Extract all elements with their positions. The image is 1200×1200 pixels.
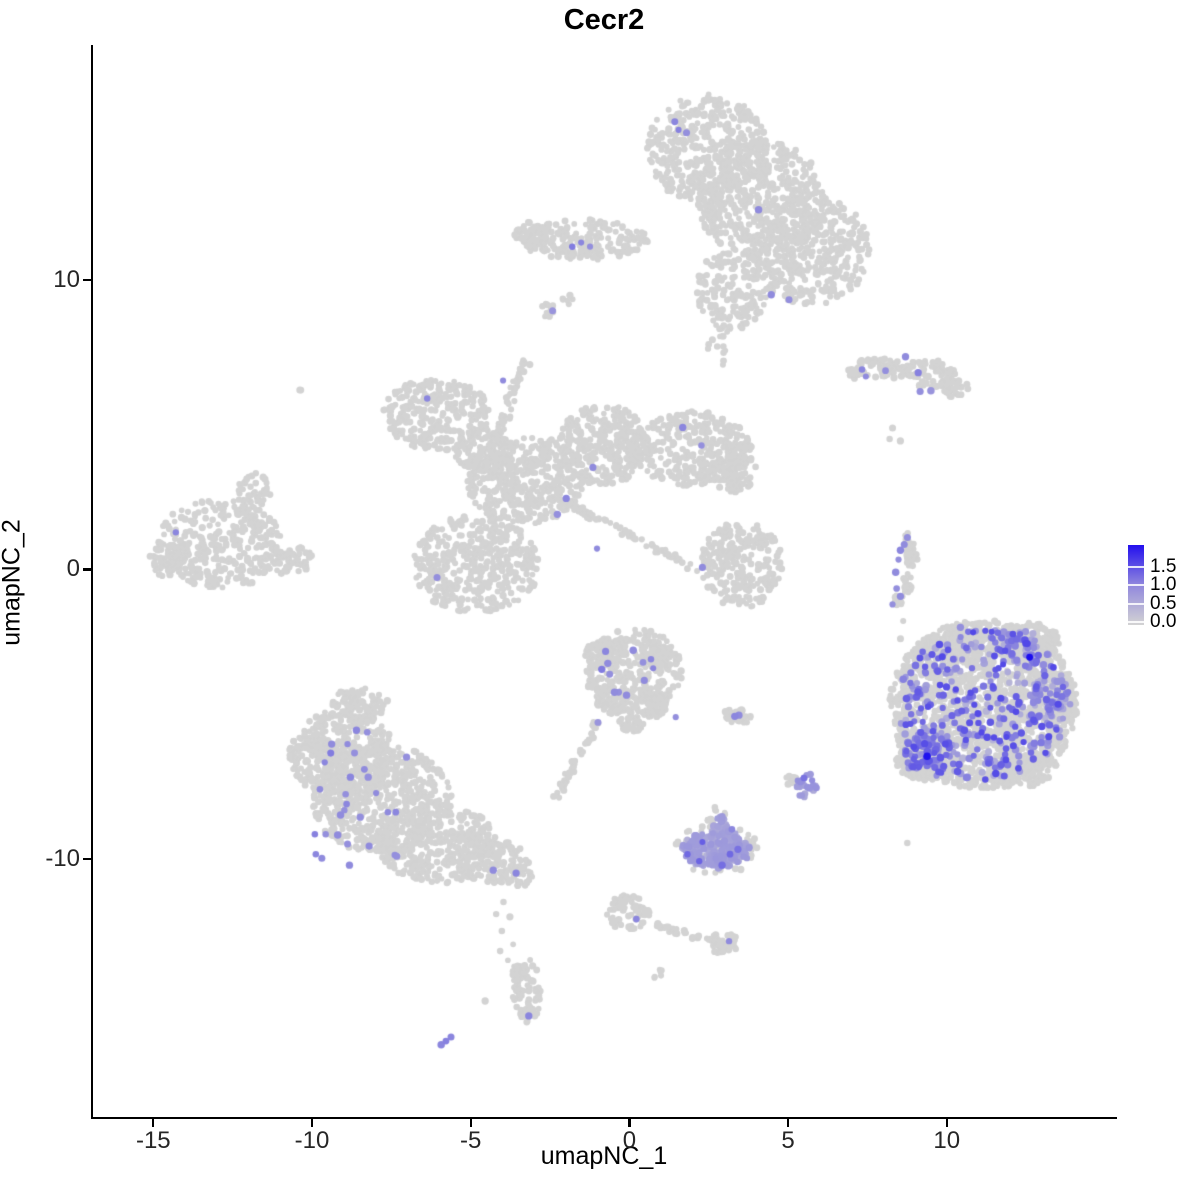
- x-tick-mark: [469, 1119, 472, 1127]
- colorbar-tick: [1128, 565, 1144, 568]
- expression-colorbar-legend: 1.5 1.0 0.5 0.0: [1128, 545, 1200, 635]
- y-tick-mark: [83, 858, 91, 861]
- colorbar-label: 1.0: [1150, 574, 1177, 596]
- y-tick-mark: [83, 278, 91, 281]
- x-tick-mark: [311, 1119, 314, 1127]
- x-axis-line: [91, 1117, 1117, 1120]
- colorbar-label: 0.5: [1150, 592, 1177, 614]
- x-tick-mark: [628, 1119, 631, 1127]
- colorbar-gradient: [1128, 545, 1144, 625]
- y-tick-label: -10: [45, 845, 80, 873]
- y-tick-label: 0: [66, 555, 80, 583]
- plot-title: Cecr2: [563, 4, 645, 36]
- x-tick-label: 0: [622, 1127, 637, 1154]
- x-tick-mark: [787, 1119, 790, 1127]
- y-tick-label: 10: [53, 265, 80, 293]
- x-tick-label: -15: [135, 1127, 171, 1154]
- x-tick-label: -5: [460, 1127, 482, 1154]
- colorbar-label: 0.0: [1150, 611, 1177, 632]
- colorbar-label: 1.5: [1150, 555, 1177, 577]
- x-axis-label: umapNC_1: [540, 1142, 668, 1170]
- colorbar-tick: [1128, 621, 1144, 623]
- x-tick-label: -10: [294, 1127, 330, 1154]
- x-tick-label: 5: [781, 1127, 795, 1154]
- colorbar-tick: [1128, 602, 1144, 605]
- x-tick-label: 10: [933, 1127, 961, 1154]
- y-tick-mark: [83, 568, 91, 571]
- x-tick-mark: [945, 1119, 948, 1127]
- y-axis-line: [91, 45, 94, 1119]
- colorbar-tick: [1128, 584, 1144, 587]
- x-tick-mark: [152, 1119, 155, 1127]
